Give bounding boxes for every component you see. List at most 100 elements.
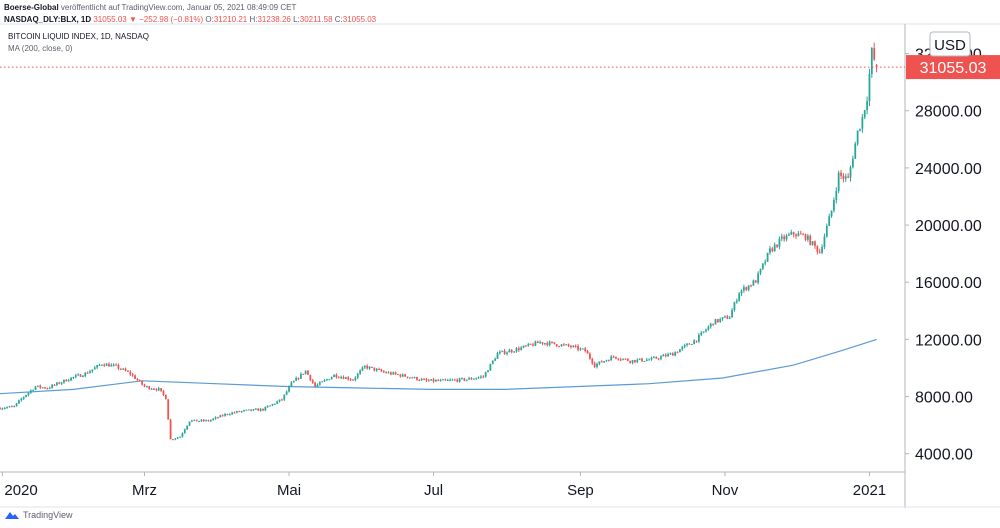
candle-body bbox=[418, 379, 421, 381]
candle-body bbox=[32, 389, 35, 391]
candle-body bbox=[506, 352, 508, 354]
candle-body bbox=[169, 419, 172, 440]
candle-body bbox=[326, 379, 328, 381]
candle-body bbox=[0, 407, 1, 410]
candle-body bbox=[231, 412, 234, 415]
candle-body bbox=[1, 408, 4, 410]
candle-body bbox=[560, 344, 563, 347]
last-value: 31055.03 bbox=[93, 15, 127, 24]
candle-body bbox=[6, 407, 8, 409]
candle-body bbox=[553, 342, 556, 345]
open-value: 31210.21 bbox=[213, 15, 248, 24]
candle-body bbox=[195, 419, 198, 422]
candle-body bbox=[558, 346, 560, 348]
candle-body bbox=[207, 420, 210, 422]
candle-body bbox=[562, 344, 565, 346]
candle-body bbox=[392, 372, 395, 375]
candle-body bbox=[150, 388, 153, 390]
candle-body bbox=[603, 361, 606, 363]
candle-body bbox=[382, 371, 385, 373]
candle-body bbox=[321, 381, 324, 383]
candle-body bbox=[13, 406, 16, 408]
candle-body bbox=[681, 346, 684, 350]
candle-body bbox=[622, 358, 624, 360]
candle-body bbox=[529, 343, 532, 345]
y-tick-label: 4000.00 bbox=[915, 447, 973, 464]
candle-body bbox=[345, 377, 347, 379]
moving-average-line bbox=[0, 338, 877, 395]
publisher-name[interactable]: Boerse-Global bbox=[4, 3, 59, 12]
candle-body bbox=[868, 73, 871, 102]
candle-body bbox=[119, 368, 122, 370]
candle-body bbox=[657, 358, 660, 360]
candle-body bbox=[650, 357, 653, 360]
candle-body bbox=[202, 419, 205, 421]
candle-body bbox=[368, 366, 371, 369]
currency-button[interactable] bbox=[929, 31, 971, 57]
candle-body bbox=[148, 386, 151, 389]
candle-body bbox=[115, 364, 117, 366]
candle-body bbox=[172, 439, 174, 441]
candle-body bbox=[122, 368, 125, 370]
candle-body bbox=[494, 358, 497, 361]
candle-body bbox=[712, 323, 714, 325]
candle-body bbox=[548, 341, 551, 346]
candle-body bbox=[425, 379, 428, 381]
candle-body bbox=[183, 429, 186, 434]
candle-body bbox=[735, 300, 738, 303]
candle-body bbox=[856, 130, 859, 144]
candle-body bbox=[127, 370, 129, 372]
candle-body bbox=[91, 369, 94, 372]
candle-body bbox=[702, 331, 705, 333]
footer-brand: TradingView bbox=[23, 510, 73, 520]
candle-body bbox=[105, 363, 108, 366]
candle-body bbox=[854, 143, 857, 159]
close-label: C: bbox=[334, 15, 343, 24]
candle-body bbox=[799, 233, 802, 235]
candle-body bbox=[34, 386, 37, 390]
candle-body bbox=[636, 359, 639, 363]
candle-body bbox=[37, 385, 39, 387]
candle-body bbox=[29, 390, 32, 393]
candle-body bbox=[837, 172, 840, 191]
candle-body bbox=[804, 234, 807, 240]
candle-body bbox=[667, 354, 669, 357]
candle-body bbox=[470, 378, 473, 380]
candle-body bbox=[250, 409, 253, 411]
candle-body bbox=[567, 344, 570, 346]
candle-body bbox=[863, 110, 866, 118]
candle-body bbox=[209, 419, 212, 422]
candle-body bbox=[716, 319, 719, 322]
candle-body bbox=[387, 372, 390, 374]
candle-body bbox=[297, 377, 300, 379]
candle-body bbox=[269, 405, 271, 407]
candle-body bbox=[844, 176, 847, 179]
candle-body bbox=[477, 377, 480, 379]
candle-body bbox=[446, 379, 449, 381]
symbol-label[interactable]: NASDAQ_DLY:BLX, 1D bbox=[4, 15, 92, 24]
y-tick-label: 16000.00 bbox=[915, 275, 982, 292]
candle-body bbox=[254, 408, 257, 410]
candle-body bbox=[335, 374, 338, 378]
candle-body bbox=[167, 399, 170, 420]
candle-body bbox=[797, 233, 800, 237]
candle-body bbox=[551, 341, 553, 343]
candle-body bbox=[830, 210, 833, 217]
candle-body bbox=[596, 363, 598, 367]
candle-body bbox=[401, 374, 404, 377]
candle-body bbox=[430, 379, 433, 381]
candle-body bbox=[200, 419, 203, 422]
candle-body bbox=[191, 420, 193, 422]
candle-body bbox=[660, 356, 662, 359]
candle-body bbox=[605, 360, 608, 362]
candle-body bbox=[544, 343, 546, 345]
candle-body bbox=[662, 354, 665, 357]
ma-indicator-label[interactable]: MA (200, close, 0) bbox=[8, 44, 73, 53]
x-tick-label: Mrz bbox=[132, 482, 157, 499]
candle-body bbox=[814, 241, 816, 247]
candle-body bbox=[570, 345, 572, 347]
candle-body bbox=[420, 378, 423, 381]
tradingview-footer[interactable]: TradingView bbox=[4, 510, 73, 520]
candle-body bbox=[522, 345, 525, 348]
